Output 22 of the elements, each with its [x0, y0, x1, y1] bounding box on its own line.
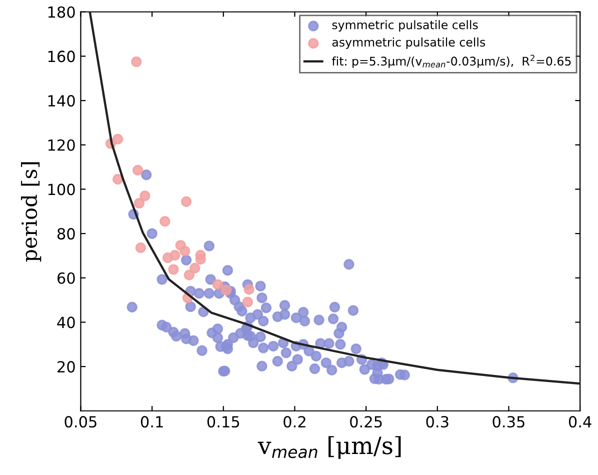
y-tick-label: 120	[48, 139, 75, 151]
y-tick-label: 20	[58, 361, 75, 373]
legend-label: symmetric pulsatile cells	[332, 20, 478, 32]
x-tick-label: 0.3	[426, 416, 448, 428]
x-tick-label: 0.2	[284, 416, 306, 428]
y-axis-title: period [s]	[20, 162, 42, 262]
x-tick-label: 0.35	[492, 416, 524, 428]
y-tick-label: 40	[57, 316, 75, 328]
x-tick-label: 0.05	[64, 416, 96, 428]
y-tick-label: 160	[48, 50, 75, 62]
y-tick-label: 140	[48, 95, 75, 107]
x-axis-title: v$_{mean}$ [μm/s]	[258, 436, 401, 459]
x-tick-label: 0.1	[140, 416, 163, 428]
x-tick-label: 0.4	[568, 416, 592, 428]
x-tick-label: 0.25	[350, 416, 382, 428]
y-tick-label: 100	[48, 184, 75, 196]
y-tick-label: 60	[57, 272, 75, 284]
y-tick-label: 180	[48, 6, 75, 18]
y-tick-label: 80	[57, 228, 75, 240]
legend-label: asymmetric pulsatile cells	[332, 37, 486, 49]
legend-label: fit: p=5.3μm/(v$_{mean}$-0.03μm/s), R$^{2}$=0.65	[332, 54, 571, 68]
x-tick-label: 0.15	[207, 416, 240, 428]
